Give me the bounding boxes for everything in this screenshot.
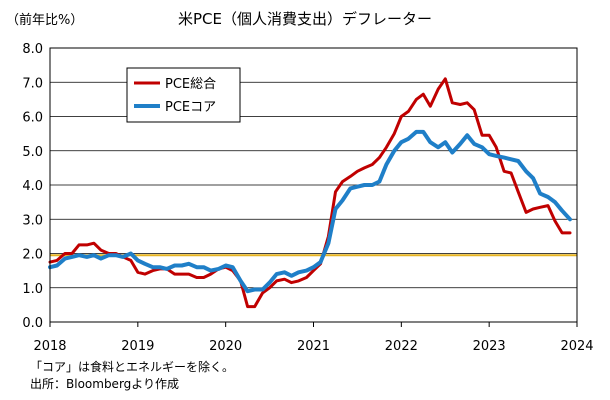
legend-label-pce-total: PCE総合 bbox=[165, 77, 216, 92]
x-tick-label-1: 2019 bbox=[121, 339, 154, 354]
chart-title: 米PCE（個人消費支出）デフレーター bbox=[178, 10, 432, 28]
footnote-core-definition: 「コア」は食料とエネルギーを除く。 bbox=[30, 359, 234, 374]
y-tick-label-0: 0.0 bbox=[22, 316, 43, 331]
legend-label-pce-core: PCEコア bbox=[165, 100, 216, 115]
x-tick-label-6: 2024 bbox=[560, 339, 593, 354]
y-tick-label-5: 5.0 bbox=[22, 145, 43, 160]
legend: PCE総合 PCEコア bbox=[126, 67, 241, 123]
y-tick-labels: 0.0 1.0 2.0 3.0 4.0 5.0 6.0 7.0 8.0 bbox=[22, 42, 43, 331]
y-tick-label-3: 3.0 bbox=[22, 213, 43, 228]
x-tick-label-5: 2023 bbox=[473, 339, 506, 354]
x-tick-label-2: 2020 bbox=[209, 339, 242, 354]
x-tick-label-0: 2018 bbox=[33, 339, 66, 354]
series-line-pce-core bbox=[48, 129, 572, 294]
y-tick-label-4: 4.0 bbox=[22, 179, 43, 194]
x-tick-label-3: 2021 bbox=[297, 339, 330, 354]
plot-area-frame bbox=[49, 47, 578, 323]
legend-box bbox=[126, 67, 241, 123]
y-tick-label-2: 2.0 bbox=[22, 248, 43, 263]
y-tick-label-6: 6.0 bbox=[22, 111, 43, 126]
series-line-pce-total bbox=[48, 77, 572, 309]
y-tick-label-8: 8.0 bbox=[22, 42, 43, 57]
y-tick-label-7: 7.0 bbox=[22, 76, 43, 91]
footnote-source: 出所：Bloombergより作成 bbox=[30, 377, 179, 391]
y-tick-label-1: 1.0 bbox=[22, 282, 43, 297]
y-axis-label: （前年比%） bbox=[6, 12, 83, 28]
series-lines bbox=[48, 77, 572, 309]
x-tick-label-4: 2022 bbox=[385, 339, 418, 354]
x-tick-labels: 2018 2019 2020 2021 2022 2023 2024 bbox=[33, 339, 593, 354]
